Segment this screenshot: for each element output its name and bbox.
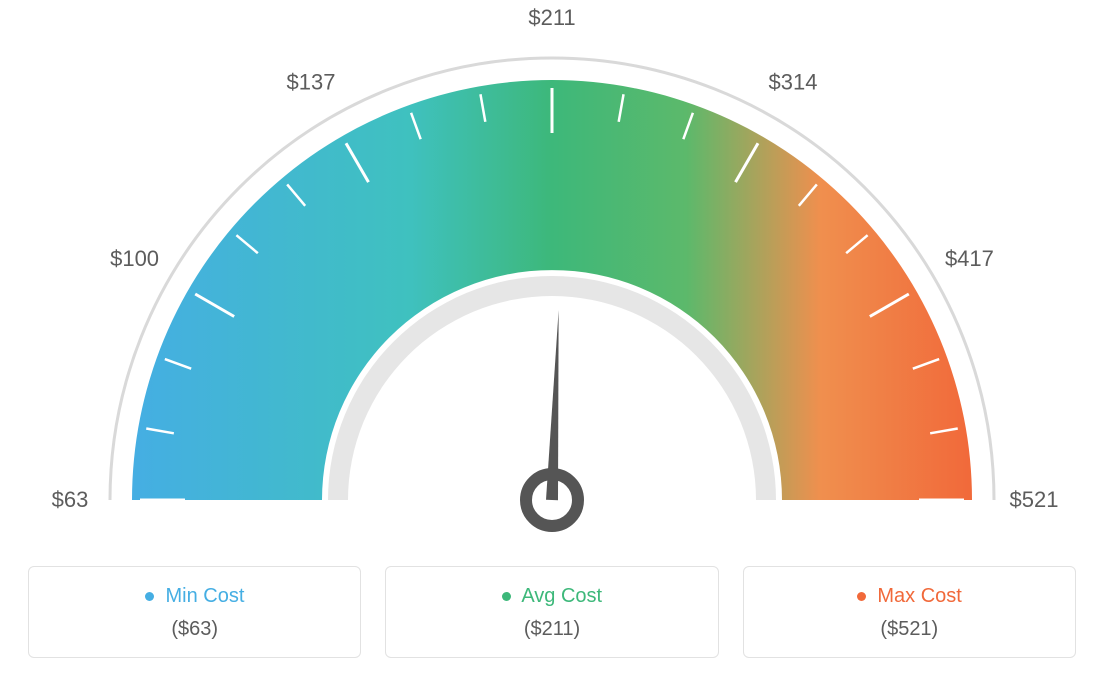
svg-text:$211: $211 xyxy=(528,5,575,30)
legend-dot-min xyxy=(145,592,154,601)
svg-text:$314: $314 xyxy=(769,70,818,95)
legend-text-avg: Avg Cost xyxy=(521,585,602,607)
svg-text:$63: $63 xyxy=(52,487,89,512)
legend-text-min: Min Cost xyxy=(165,585,244,607)
legend-label-min: Min Cost xyxy=(29,585,360,608)
legend-row: Min Cost ($63) Avg Cost ($211) Max Cost … xyxy=(0,566,1104,658)
legend-card-max: Max Cost ($521) xyxy=(743,566,1076,658)
legend-value-max: ($521) xyxy=(744,618,1075,641)
svg-text:$521: $521 xyxy=(1010,487,1059,512)
svg-text:$100: $100 xyxy=(110,246,159,271)
svg-text:$417: $417 xyxy=(945,246,994,271)
svg-text:$137: $137 xyxy=(287,70,336,95)
legend-dot-max xyxy=(857,592,866,601)
cost-gauge: $63 $100 $137 $211 $314 $417 $521 xyxy=(0,0,1104,560)
legend-value-avg: ($211) xyxy=(386,618,717,641)
legend-label-avg: Avg Cost xyxy=(386,585,717,608)
legend-card-avg: Avg Cost ($211) xyxy=(385,566,718,658)
gauge-svg: $63 $100 $137 $211 $314 $417 $521 xyxy=(0,0,1104,560)
legend-value-min: ($63) xyxy=(29,618,360,641)
legend-text-max: Max Cost xyxy=(877,585,961,607)
legend-dot-avg xyxy=(502,592,511,601)
legend-label-max: Max Cost xyxy=(744,585,1075,608)
legend-card-min: Min Cost ($63) xyxy=(28,566,361,658)
